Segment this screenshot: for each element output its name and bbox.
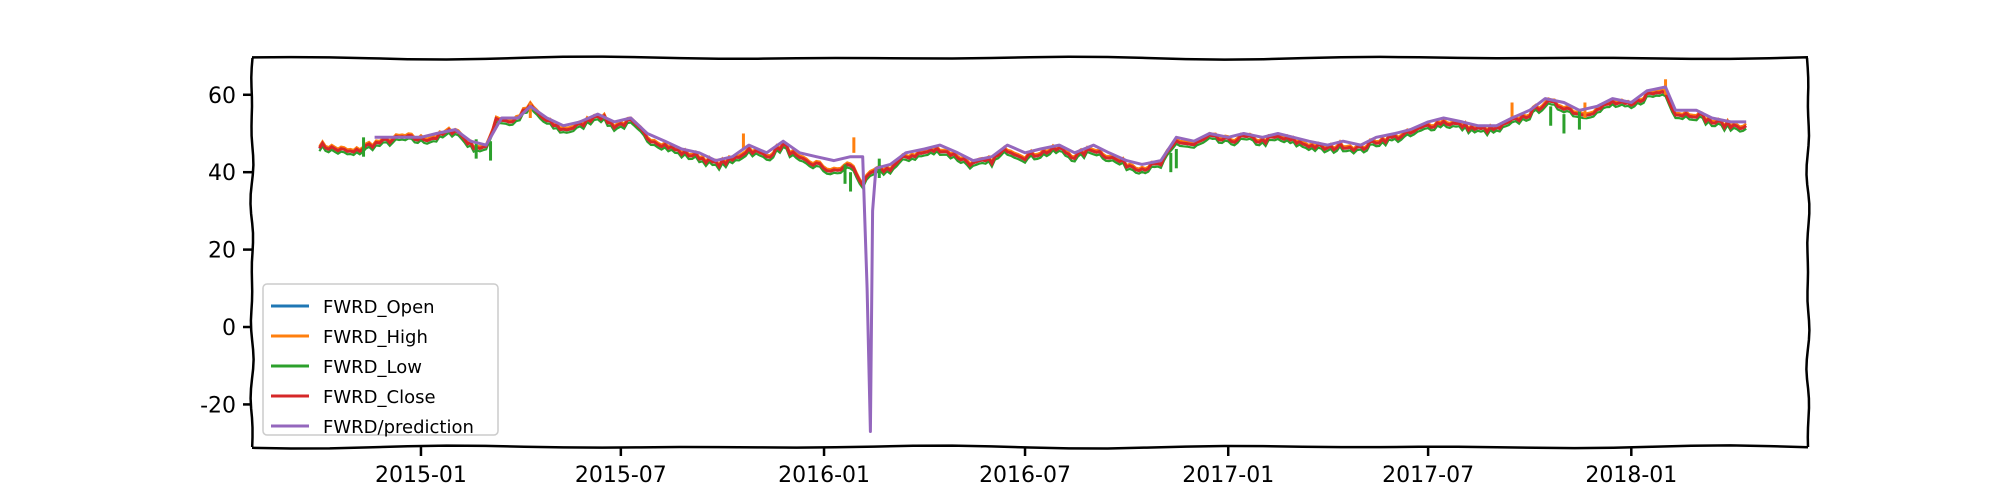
legend-label: FWRD/prediction: [323, 417, 474, 438]
series-prediction-line: [374, 85, 1747, 433]
y-tick-label: 40: [208, 161, 236, 186]
x-tick-label: 2015-07: [575, 463, 667, 488]
y-tick-label: 0: [222, 316, 236, 341]
y-tick-label: 20: [208, 239, 236, 264]
series-low-line: [318, 93, 1747, 191]
legend: FWRD_Open FWRD_High FWRD_Low FWRD_Close FWRD…: [262, 283, 499, 438]
legend-label: FWRD_High: [323, 327, 428, 348]
x-tick-label: 2015-01: [375, 463, 467, 488]
x-tick-label: 2017-07: [1382, 463, 1474, 488]
y-tick-label: -20: [200, 393, 236, 418]
plot-lines: [318, 79, 1748, 433]
x-tick-label: 2016-07: [979, 463, 1071, 488]
y-tick-label: 60: [208, 84, 236, 109]
x-tick-label: 2018-01: [1585, 463, 1677, 488]
x-tick-label: 2017-01: [1182, 463, 1274, 488]
legend-label: FWRD_Low: [323, 357, 422, 378]
series-high-line: [318, 88, 1747, 186]
legend-label: FWRD_Close: [323, 387, 436, 408]
y-axis: 60 40 20 0 -20: [200, 84, 252, 418]
legend-box: [262, 283, 499, 436]
x-axis: 2015-01 2015-07 2016-01 2016-07 2017-01 2017-…: [375, 447, 1677, 488]
series-close-line: [318, 89, 1748, 188]
axes-frame: [249, 55, 1811, 450]
legend-label: FWRD_Open: [323, 297, 435, 318]
x-tick-label: 2016-01: [778, 463, 870, 488]
